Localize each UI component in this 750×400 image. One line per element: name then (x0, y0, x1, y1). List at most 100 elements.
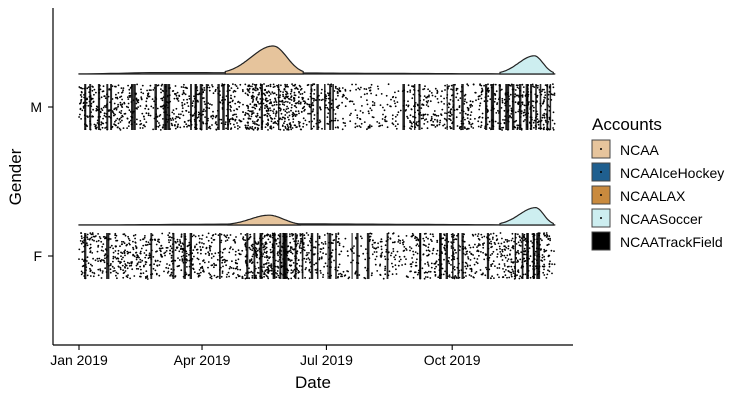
point (250, 127, 253, 130)
point (406, 275, 408, 278)
point (216, 258, 219, 261)
point (182, 86, 185, 88)
point (541, 102, 544, 105)
point (349, 120, 352, 123)
point (87, 238, 89, 241)
point (121, 91, 124, 93)
point (494, 265, 496, 267)
point (247, 107, 250, 109)
point (543, 268, 545, 271)
point (407, 105, 410, 108)
point (165, 266, 168, 269)
point (211, 84, 213, 86)
point (187, 119, 190, 122)
point (143, 236, 146, 239)
point (99, 269, 102, 272)
point (153, 238, 156, 241)
point (495, 248, 498, 251)
point (396, 101, 399, 103)
point (512, 261, 514, 264)
point (490, 233, 492, 235)
point (267, 277, 270, 280)
point (188, 124, 191, 127)
point (201, 267, 204, 269)
point (509, 249, 512, 252)
point (277, 234, 280, 237)
jitter-points-layer (78, 83, 556, 280)
point (468, 251, 471, 253)
point (128, 109, 131, 112)
point (246, 104, 248, 107)
point (80, 232, 83, 235)
point (433, 271, 436, 273)
point (290, 90, 293, 93)
point (397, 90, 400, 92)
point (476, 235, 479, 238)
point (480, 233, 483, 236)
point (497, 122, 499, 124)
point (304, 268, 307, 271)
point (474, 91, 477, 94)
point (232, 272, 235, 274)
point (266, 122, 269, 124)
point (265, 104, 268, 106)
point (101, 126, 104, 129)
point (385, 120, 388, 123)
point (203, 108, 205, 111)
point (102, 85, 105, 88)
point (207, 261, 210, 263)
point (501, 254, 504, 257)
point (128, 94, 131, 97)
point (79, 240, 82, 242)
point (173, 113, 175, 115)
point (102, 243, 105, 246)
point (321, 88, 323, 91)
point (539, 238, 542, 240)
point (432, 120, 435, 123)
point (427, 254, 430, 257)
point (185, 258, 188, 261)
point (229, 108, 232, 111)
point (292, 111, 294, 114)
point (402, 250, 405, 252)
point (272, 86, 275, 88)
point (146, 97, 148, 100)
point (478, 104, 481, 107)
point (394, 96, 397, 99)
point (228, 275, 231, 278)
point (423, 95, 426, 97)
point (334, 113, 337, 115)
point (492, 232, 495, 235)
point (135, 256, 138, 259)
point (121, 103, 124, 106)
point (490, 243, 493, 245)
point (363, 121, 366, 123)
point (152, 256, 155, 258)
point (528, 101, 530, 103)
point (180, 235, 183, 237)
point (405, 235, 408, 237)
point (353, 103, 355, 105)
point (519, 275, 522, 278)
point (295, 113, 298, 116)
point (337, 232, 340, 235)
point (221, 272, 224, 274)
point (140, 98, 143, 101)
point (86, 87, 89, 90)
point (342, 245, 345, 248)
point (239, 101, 241, 104)
point (319, 251, 322, 253)
point (552, 127, 554, 129)
point (284, 125, 287, 128)
point (143, 264, 145, 267)
point (318, 235, 321, 238)
point (263, 272, 266, 274)
point (205, 236, 208, 239)
point (409, 121, 412, 124)
point (115, 108, 118, 111)
point (119, 129, 122, 131)
point (229, 266, 232, 268)
point (81, 251, 84, 253)
point (128, 239, 131, 242)
point (470, 123, 472, 126)
